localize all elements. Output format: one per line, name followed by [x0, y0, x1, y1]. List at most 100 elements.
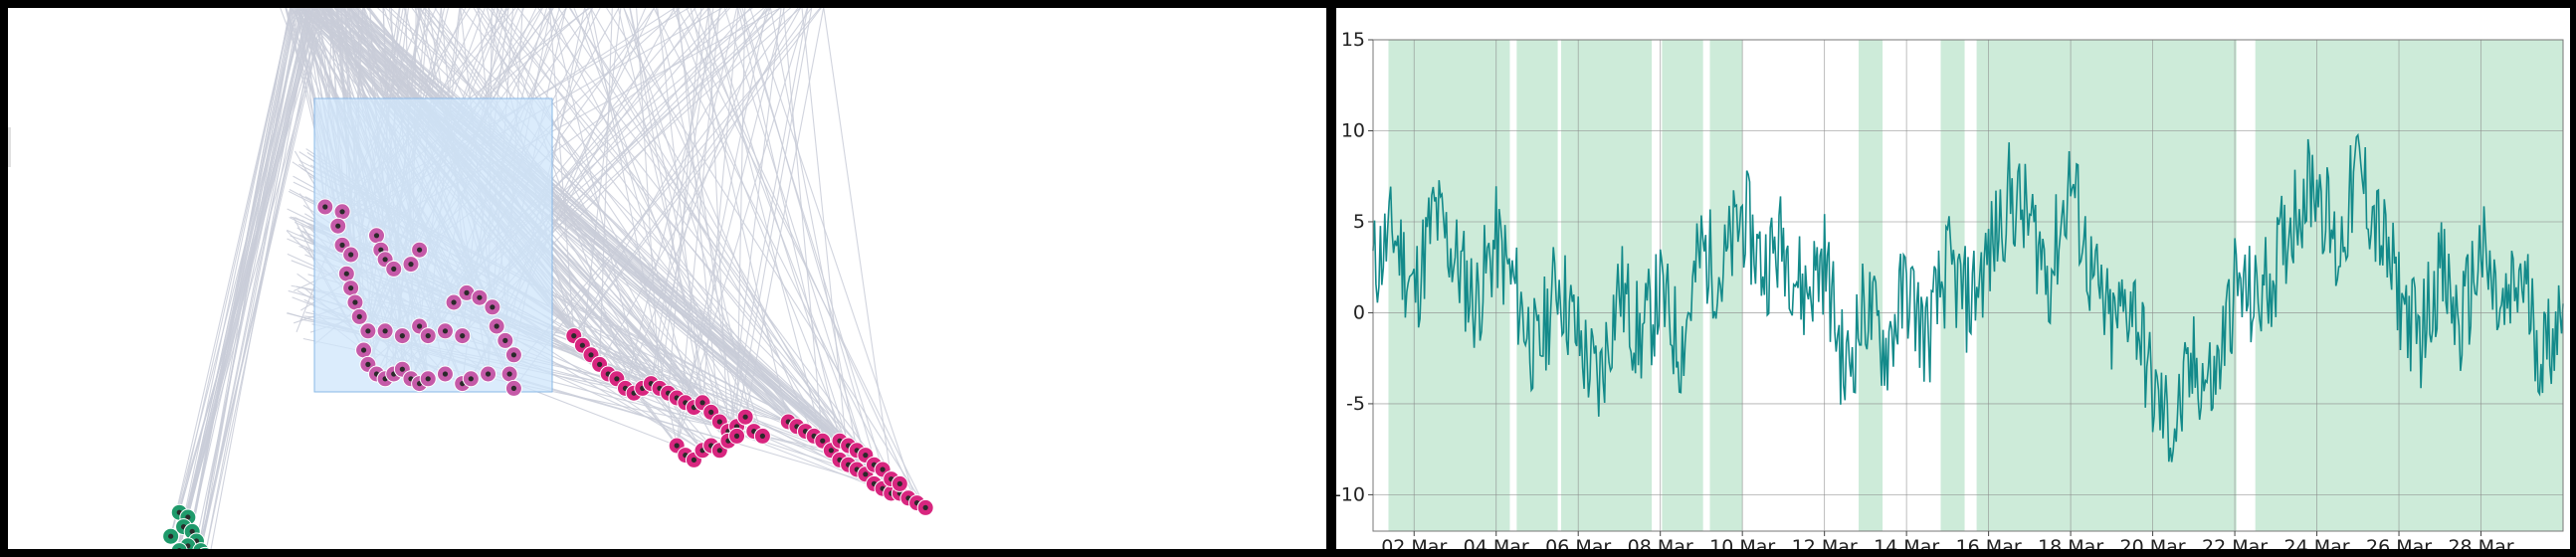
y-axis-ticks: 15 10 5 0 -5 -10 [1336, 29, 1373, 505]
graph-node-magenta[interactable] [436, 365, 454, 383]
graph-node-magenta[interactable] [454, 327, 472, 345]
graph-node-magenta[interactable] [342, 279, 360, 297]
graph-edge [187, 8, 294, 546]
graph-node-magenta[interactable] [916, 498, 934, 516]
graph-node-magenta[interactable] [316, 198, 334, 216]
x-axis-ticks: 02 Mar 04 Mar 06 Mar 08 Mar 10 Mar 12 Mar 14 M… [1381, 531, 2514, 549]
graph-edge [499, 8, 884, 489]
graph-node-magenta[interactable] [368, 227, 385, 245]
graph-edge [549, 8, 644, 389]
panel-edge-handle [8, 127, 11, 167]
graph-edge [325, 8, 884, 470]
x-tick-label: 04 Mar [1464, 536, 1529, 549]
graph-node-magenta[interactable] [385, 260, 403, 278]
graph-node-green[interactable] [197, 546, 213, 549]
graph-edge [356, 8, 884, 470]
network-graph-panel[interactable] [8, 8, 1326, 549]
graph-node-green[interactable] [162, 527, 180, 545]
graph-node-magenta[interactable] [736, 408, 754, 426]
shaded-band [1561, 40, 1653, 531]
timeseries-chart: 15 10 5 0 -5 -10 02 Mar 04 Mar 06 Mar 08 Mar 10 M… [1336, 29, 2564, 549]
graph-edge [198, 8, 325, 549]
graph-node-magenta[interactable] [484, 298, 501, 316]
graph-edge [355, 8, 841, 442]
graph-node-magenta[interactable] [694, 394, 711, 412]
graph-edge [676, 8, 808, 447]
graph-nodes[interactable] [162, 198, 934, 549]
graph-edge [333, 8, 892, 480]
graph-node-magenta[interactable] [504, 379, 522, 397]
graph-node-magenta[interactable] [488, 317, 505, 335]
network-graph-canvas[interactable] [8, 8, 1326, 549]
graph-node-magenta[interactable] [891, 474, 908, 492]
series-line [1372, 132, 2564, 463]
x-tick-label: 16 Mar [1956, 536, 2022, 549]
graph-node-magenta[interactable] [480, 365, 497, 383]
graph-edge [461, 8, 789, 423]
graph-node-magenta[interactable] [393, 327, 411, 345]
graph-edge [782, 8, 824, 442]
graph-edge [205, 8, 320, 549]
graph-edge [195, 8, 309, 542]
shaded-bands [1388, 40, 2563, 531]
graph-edge [187, 8, 319, 518]
graph-node-green[interactable] [170, 542, 188, 549]
graph-node-magenta[interactable] [496, 331, 514, 349]
graph-node-magenta[interactable] [346, 293, 364, 311]
graph-node-magenta[interactable] [462, 370, 480, 388]
graph-node-magenta[interactable] [355, 341, 373, 359]
graph-edge [676, 8, 738, 437]
graph-node-magenta[interactable] [342, 246, 360, 264]
graph-node-magenta[interactable] [329, 217, 347, 235]
graph-edge [496, 8, 806, 432]
x-tick-label: 26 Mar [2366, 536, 2432, 549]
y-tick-label: 5 [1353, 211, 1365, 233]
graph-node-magenta[interactable] [350, 307, 368, 325]
graph-edge [170, 8, 293, 537]
x-tick-label: 12 Mar [1792, 536, 1858, 549]
x-tick-label: 14 Mar [1874, 536, 1939, 549]
graph-node-magenta[interactable] [411, 241, 429, 259]
graph-node-magenta[interactable] [504, 346, 522, 364]
shaded-band [1709, 40, 1743, 531]
graph-edge [723, 8, 875, 484]
graph-edge [584, 8, 694, 408]
timeseries-chart-panel: 15 10 5 0 -5 -10 02 Mar 04 Mar 06 Mar 08 Mar 10 M… [1336, 8, 2570, 549]
graph-node-magenta[interactable] [333, 203, 351, 221]
graph-node-magenta[interactable] [376, 322, 394, 340]
graph-edge [569, 8, 841, 461]
graph-edge [590, 8, 841, 442]
graph-edge [744, 8, 825, 418]
x-tick-label: 20 Mar [2120, 536, 2186, 549]
shaded-band [1516, 40, 1558, 531]
graph-edge [672, 8, 858, 470]
y-tick-label: 15 [1341, 29, 1365, 51]
graph-edge [170, 8, 324, 537]
graph-node-magenta[interactable] [337, 265, 355, 282]
graph-edge [187, 8, 298, 546]
graph-edge [624, 8, 771, 389]
graph-edge [659, 8, 714, 389]
graph-edge [736, 8, 841, 442]
graph-node-magenta[interactable] [753, 427, 771, 445]
graph-edge [686, 8, 918, 503]
graph-node-magenta[interactable] [419, 370, 437, 388]
plot-border [1372, 39, 2564, 532]
graph-node-magenta[interactable] [402, 256, 420, 274]
graph-edge [677, 8, 720, 423]
graph-node-magenta[interactable] [445, 293, 463, 311]
graph-node-magenta[interactable] [471, 288, 489, 306]
graph-edge [706, 8, 858, 470]
graph-edge [636, 8, 661, 389]
graph-node-magenta[interactable] [436, 322, 454, 340]
graph-node-magenta[interactable] [419, 327, 437, 345]
graph-edge [170, 8, 306, 537]
y-tick-label: 0 [1353, 301, 1365, 323]
graph-node-magenta[interactable] [359, 322, 377, 340]
graph-edge [179, 8, 297, 549]
x-tick-label: 10 Mar [1709, 536, 1775, 549]
graph-node-magenta[interactable] [728, 427, 746, 445]
graph-node-magenta[interactable] [500, 365, 518, 383]
y-tick-label: -10 [1336, 483, 1365, 505]
